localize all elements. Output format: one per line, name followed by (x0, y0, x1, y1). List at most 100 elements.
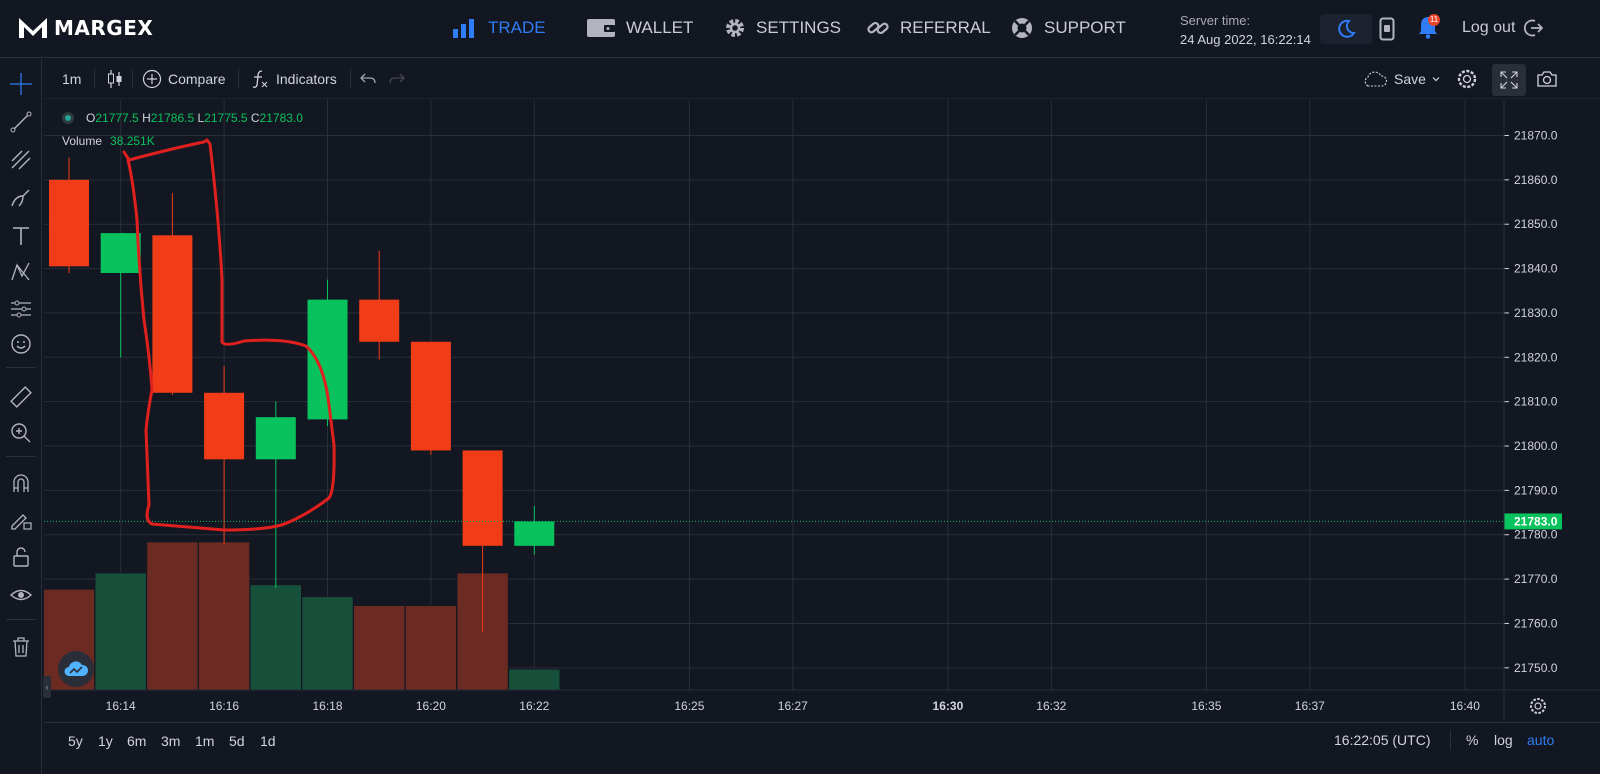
trend-line-tool[interactable] (8, 109, 34, 135)
crosshair-tool[interactable] (8, 71, 34, 97)
lock-all-tool[interactable] (8, 544, 34, 570)
volume-bar (301, 596, 354, 691)
candle-body (462, 450, 503, 546)
price-tick-label: 21760.0 (1514, 616, 1558, 630)
notifications-button[interactable]: 11 (1416, 14, 1442, 42)
interval-selector[interactable]: 1m (62, 69, 81, 89)
nav-support-label: SUPPORT (1044, 18, 1126, 37)
gear-icon (1457, 69, 1477, 89)
scale-settings-button[interactable] (1528, 696, 1548, 716)
prediction-tool[interactable] (8, 296, 34, 322)
collapse-toolbar-button[interactable]: ‹ (43, 676, 51, 698)
fullscreen-button[interactable] (1492, 64, 1526, 96)
price-tick-label: 21830.0 (1514, 306, 1558, 320)
low-value: 21775.5 (204, 111, 248, 125)
volume-bar (250, 584, 302, 691)
range-5d[interactable]: 5d (229, 733, 245, 749)
nav-settings-label: SETTINGS (756, 18, 842, 37)
bottom-divider (1450, 730, 1451, 750)
save-options-dropdown[interactable] (1431, 69, 1441, 89)
zoom-in-icon (11, 423, 31, 443)
low-key: L (197, 111, 205, 125)
save-button[interactable]: Save (1362, 69, 1426, 89)
red-freehand-annotation[interactable] (122, 138, 336, 532)
range-1y[interactable]: 1y (98, 733, 113, 749)
price-tick-label: 21780.0 (1514, 528, 1558, 542)
log-scale-toggle[interactable]: log (1494, 732, 1513, 748)
brush-tool[interactable] (8, 185, 34, 211)
nav-settings[interactable]: SETTINGS (724, 16, 841, 40)
bottom-toolbar: 5y 1y 6m 3m 1m 5d 1d (44, 722, 1600, 760)
range-5y[interactable]: 5y (68, 733, 83, 749)
drawn-annotation[interactable] (122, 138, 336, 532)
high-value: 21786.5 (150, 111, 195, 125)
price-tick-label: 21870.0 (1514, 128, 1558, 142)
toolbar-divider (132, 69, 133, 89)
mobile-app-button[interactable] (1376, 16, 1398, 42)
toolbar-divider (6, 456, 36, 457)
price-tick-label: 21750.0 (1514, 661, 1558, 675)
nav-trade[interactable]: TRADE (452, 16, 546, 40)
remove-drawings-tool[interactable] (8, 634, 34, 660)
volume-bar (508, 668, 561, 691)
text-tool[interactable] (8, 223, 34, 249)
hide-drawings-tool[interactable] (8, 582, 34, 608)
price-tick-label: 21810.0 (1514, 395, 1558, 409)
tradingview-cloud-icon (64, 661, 88, 676)
zoom-tool[interactable] (8, 420, 34, 446)
high-key: H (142, 111, 151, 125)
trash-icon (13, 637, 29, 657)
compare-button[interactable]: Compare (142, 69, 226, 89)
volume-value: 38.251K (110, 134, 155, 148)
logout-button[interactable]: Log out (1462, 18, 1544, 38)
volume-legend[interactable]: Volume 38.251K (62, 134, 155, 148)
time-tick-label: 16:14 (106, 699, 136, 713)
fib-tool[interactable] (8, 147, 34, 173)
ruler-tool[interactable] (8, 384, 34, 410)
auto-scale-toggle[interactable]: auto (1527, 732, 1555, 748)
price-tick-label: 21850.0 (1514, 217, 1558, 231)
candlestick-chart[interactable]: 21783.0 21870.0 21860.0 21850.0 21840.0 2183… (44, 100, 1600, 720)
range-1m[interactable]: 1m (195, 733, 215, 749)
gear-icon (1530, 698, 1546, 714)
chart-type-button[interactable] (106, 69, 124, 89)
chart-settings-button[interactable] (1456, 69, 1478, 89)
save-label: Save (1394, 71, 1426, 87)
redo-button[interactable] (388, 69, 406, 89)
last-price-label: 21783.0 (1514, 514, 1558, 528)
tradingview-logo[interactable] (58, 651, 94, 687)
nav-wallet[interactable]: WALLET (586, 16, 693, 40)
percent-scale-toggle[interactable]: % (1466, 732, 1479, 748)
open-key: O (86, 111, 96, 125)
eye-icon (9, 589, 33, 601)
range-6m[interactable]: 6m (127, 733, 147, 749)
time-tick-label: 16:27 (778, 699, 808, 713)
trend-line-icon (10, 111, 32, 133)
price-chart[interactable]: 21783.0 21870.0 21860.0 21850.0 21840.0 2183… (44, 100, 1600, 720)
magnet-tool[interactable] (8, 470, 34, 496)
indicators-button[interactable]: Indicators (250, 69, 337, 89)
nav-referral[interactable]: REFERRAL (866, 16, 991, 40)
margex-logo[interactable]: MARGEX (18, 13, 153, 43)
ohlc-values: O21777.5 H21786.5 L21775.5 C21783.0 (86, 111, 303, 125)
server-time: Server time: 24 Aug 2022, 16:22:14 (1180, 11, 1311, 49)
emoji-tool[interactable] (8, 331, 34, 357)
time-tick-label: 16:22 (519, 699, 549, 713)
nav-support[interactable]: SUPPORT (1010, 16, 1126, 40)
range-1d[interactable]: 1d (260, 733, 276, 749)
fib-icon (11, 150, 31, 170)
margex-logo-icon (19, 18, 47, 38)
brush-icon (11, 189, 30, 207)
smiley-icon (11, 334, 31, 354)
pattern-tool[interactable] (8, 259, 34, 285)
chart-grid (44, 100, 1504, 690)
candle-body (514, 521, 555, 546)
snapshot-button[interactable] (1536, 69, 1558, 89)
lock-drawing-tool[interactable] (8, 507, 34, 533)
range-3m[interactable]: 3m (161, 733, 181, 749)
time-tick-label: 16:35 (1191, 699, 1221, 713)
drawing-toolbar (0, 59, 42, 774)
utc-clock[interactable]: 16:22:05 (UTC) (1334, 732, 1431, 748)
undo-button[interactable] (359, 69, 377, 89)
theme-toggle-button[interactable] (1320, 14, 1372, 44)
